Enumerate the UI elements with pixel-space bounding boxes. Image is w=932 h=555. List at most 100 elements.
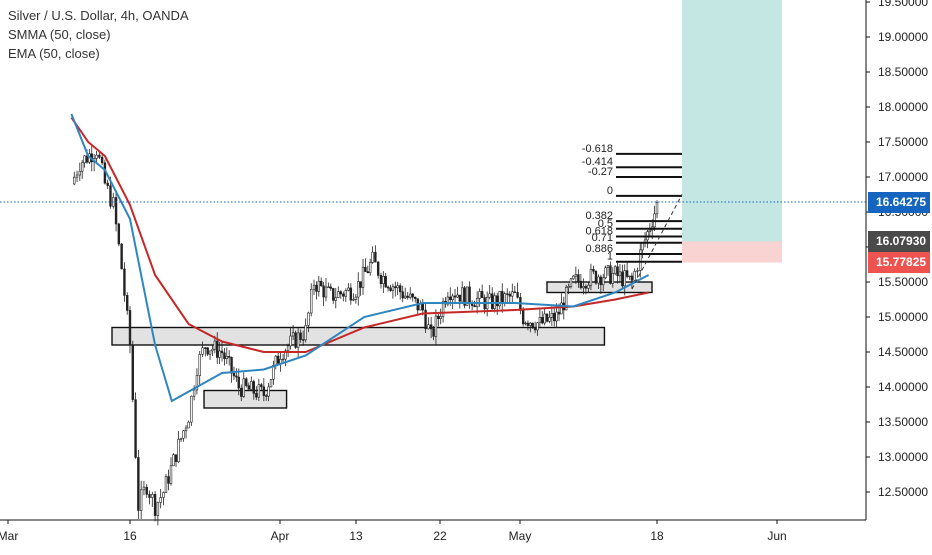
candle-body	[621, 271, 624, 287]
candle-body	[501, 291, 504, 304]
candle-body	[655, 202, 659, 215]
candle-body	[599, 276, 603, 286]
candle-body	[126, 295, 129, 311]
candle-body	[190, 395, 193, 423]
target-zone	[682, 0, 782, 242]
stop-zone	[682, 241, 782, 263]
candle-body	[604, 267, 607, 279]
candle-body	[526, 322, 530, 326]
candle-body	[332, 288, 335, 301]
candle-body	[324, 286, 328, 298]
y-tick-label: 12.50000	[878, 485, 928, 499]
candle-body	[320, 280, 323, 287]
candle-body	[294, 332, 297, 348]
y-tick-label: 15.00000	[878, 310, 928, 324]
candle-body	[232, 372, 236, 377]
candle-body	[291, 332, 295, 337]
candle-body	[265, 395, 268, 397]
candle-body	[584, 286, 588, 289]
candle-body	[623, 270, 626, 287]
candle-body	[524, 322, 527, 325]
candle-body	[342, 293, 345, 297]
candle-body	[446, 296, 450, 305]
candle-body	[386, 286, 390, 289]
fib-anchor-line	[631, 194, 683, 290]
candle-body	[167, 476, 170, 484]
candle-body	[427, 324, 430, 330]
x-tick-label: 18	[650, 529, 664, 543]
x-tick-label: Mar	[0, 529, 18, 543]
candle-body	[461, 287, 464, 302]
candle-body	[394, 286, 397, 289]
candle-body	[548, 317, 551, 322]
candle-body	[456, 294, 459, 298]
candle-body	[182, 430, 185, 439]
candle-body	[579, 280, 583, 289]
candle-body	[142, 486, 146, 491]
candle-body	[451, 295, 454, 301]
candle-body	[567, 286, 570, 288]
candle-body	[630, 275, 634, 281]
candle-body	[357, 281, 360, 298]
candle-body	[307, 312, 310, 326]
y-tick-label: 14.50000	[878, 345, 928, 359]
candle-body	[159, 497, 162, 503]
candle-body	[616, 266, 619, 277]
candle-body	[641, 242, 644, 251]
support-zone-low	[203, 389, 288, 409]
candle-body	[139, 489, 143, 511]
candle-body	[389, 287, 392, 291]
candle-body	[156, 502, 160, 516]
candle-body	[83, 155, 86, 164]
candle-body	[235, 375, 238, 378]
fib-level-label: 0.5	[598, 218, 613, 230]
candle-body	[354, 296, 358, 300]
support-zone-right	[546, 281, 653, 294]
candle-body	[344, 290, 348, 297]
candle-body	[339, 291, 342, 295]
candle-body	[337, 291, 340, 298]
candle-body	[220, 350, 224, 354]
fib-level-label: 1	[607, 251, 613, 263]
candle-body	[587, 284, 590, 289]
y-tick-label: 18.50000	[878, 65, 928, 79]
candle-body	[359, 281, 362, 288]
candle-body	[201, 347, 204, 355]
candle-body	[421, 303, 424, 311]
candle-body	[618, 271, 622, 277]
fib-level-label: -0.27	[588, 166, 613, 178]
candle-body	[376, 261, 380, 276]
candle-body	[434, 315, 438, 337]
candle-body	[361, 267, 365, 288]
candle-body	[449, 296, 452, 301]
candle-body	[322, 285, 325, 298]
candle-body	[187, 421, 190, 429]
y-tick-label: 18.00000	[878, 100, 928, 114]
candle-body	[441, 300, 445, 317]
candle-body	[506, 293, 509, 295]
candle-body	[555, 311, 558, 322]
candle-body	[577, 274, 580, 282]
candle-body	[533, 327, 537, 331]
candle-body	[463, 287, 466, 306]
candle-body	[312, 284, 316, 290]
candle-body	[384, 276, 387, 288]
candle-body	[511, 291, 514, 297]
fib-level-label: -0.618	[582, 143, 613, 155]
candle-body	[262, 386, 266, 396]
candle-body	[85, 155, 89, 163]
candle-body	[564, 287, 568, 311]
candle-body	[137, 457, 140, 511]
candle-body	[478, 291, 481, 299]
candle-body	[225, 356, 228, 359]
candle-body	[80, 162, 84, 172]
candle-body	[411, 293, 414, 298]
candle-body	[521, 310, 525, 325]
fib-level-label: -0.414	[582, 156, 613, 168]
legend-ema: EMA (50, close)	[8, 46, 100, 61]
candle-body	[281, 358, 285, 361]
entry-price-label: 16.07930	[868, 230, 930, 252]
candle-body	[174, 454, 178, 462]
